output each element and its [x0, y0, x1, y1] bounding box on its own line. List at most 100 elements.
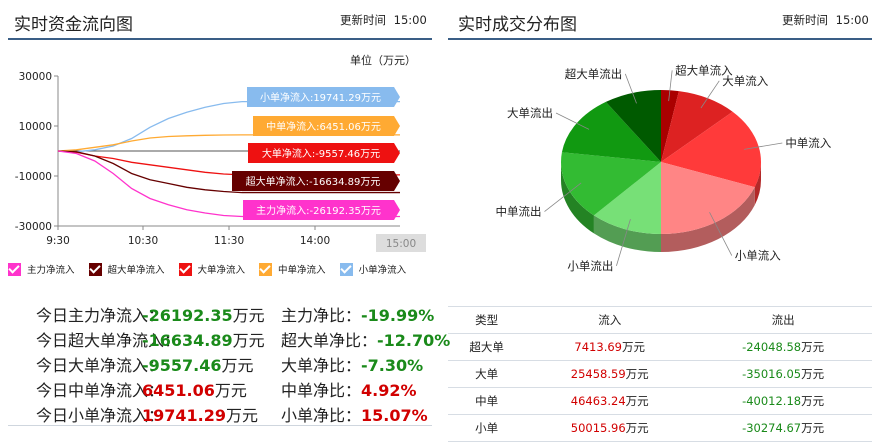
header-out: 流出	[694, 306, 872, 334]
pie-label: 小单流出	[567, 259, 613, 273]
pie-slice[interactable]	[661, 162, 755, 234]
pie-leader	[616, 218, 631, 266]
pie-label: 超大单流出	[565, 67, 623, 81]
legend-checkbox-icon[interactable]	[88, 262, 102, 276]
x-marker-box	[376, 234, 426, 252]
pie-slice[interactable]	[605, 90, 661, 162]
cell-unit: 万元	[621, 340, 645, 354]
pie-label: 中单流入	[785, 136, 831, 150]
series-flag-small	[247, 87, 400, 107]
pie-leader	[544, 182, 582, 212]
legend-label: 大单净流入	[197, 265, 246, 276]
series-flag-label-main: 主力净流入:-26192.35万元	[256, 204, 381, 217]
left-update-time: 更新时间 15:00	[340, 12, 427, 28]
x-tick-label: 14:00	[300, 235, 330, 247]
line-chart-legend: 主力净流入 超大单净流入 大单净流入 中单净流入 小单净流入	[8, 262, 420, 276]
right-title-rule	[448, 38, 872, 40]
cell-type: 中单	[448, 387, 526, 415]
pie-label: 超大单流入	[675, 63, 733, 77]
pie-slice[interactable]	[593, 162, 661, 234]
header-in: 流入	[525, 306, 695, 334]
series-line-main	[57, 150, 243, 218]
x-tick-label: 10:30	[128, 235, 158, 247]
table-header-row: 类型 流入 流出	[448, 306, 872, 334]
pie-leader	[668, 70, 673, 102]
legend-item-small[interactable]: 小单净流入	[339, 262, 407, 276]
left-bottom-rule	[8, 425, 432, 426]
legend-item-big[interactable]: 大单净流入	[178, 262, 246, 276]
pie-slice[interactable]	[661, 90, 679, 162]
cell-in: 25458.59万元	[525, 360, 695, 388]
pie-label: 中单流出	[496, 205, 542, 219]
stat-value: -9557.46	[142, 356, 222, 375]
legend-item-main[interactable]: 主力净流入	[8, 262, 75, 276]
cell-out-value: -24048.58	[742, 340, 802, 354]
cell-out: -24048.58万元	[694, 333, 872, 361]
legend-item-mid[interactable]: 中单净流入	[259, 262, 326, 276]
series-line-big	[57, 150, 243, 176]
cell-in: 46463.24万元	[525, 387, 695, 415]
stat-unit: 万元	[221, 356, 254, 375]
pie-leader	[555, 112, 590, 130]
header-type: 类型	[448, 306, 526, 334]
left-update-value: 15:00	[393, 13, 427, 27]
right-update-label: 更新时间	[782, 13, 828, 27]
x-marker-label: 15:00	[386, 238, 416, 250]
pie-leader	[744, 142, 783, 150]
x-tick-label: 11:30	[214, 235, 244, 247]
cell-in-value: 7413.69	[574, 340, 622, 354]
series-flag-mid	[253, 116, 400, 136]
stat-unit: 万元	[232, 306, 265, 325]
legend-label: 小单净流入	[358, 265, 407, 276]
legend-checkbox-icon[interactable]	[339, 262, 353, 276]
ratio-value: -12.70%	[377, 331, 451, 350]
stat-label: 今日主力净流入：	[36, 306, 165, 325]
cell-in: 50015.96万元	[525, 414, 695, 442]
legend-label: 主力净流入	[27, 265, 75, 276]
stat-value: 6451.06	[142, 381, 215, 400]
legend-checkbox-icon[interactable]	[8, 262, 21, 276]
pie-slice[interactable]	[561, 152, 661, 216]
stat-value: -26192.35	[142, 306, 233, 325]
cell-type: 超大单	[448, 333, 526, 361]
legend-checkbox-icon[interactable]	[178, 262, 192, 276]
cell-out-value: -30274.67	[742, 421, 802, 435]
stat-label: 今日大单净流入：	[36, 356, 165, 375]
pie-slice[interactable]	[661, 91, 733, 162]
y-tick-label: 30000	[19, 71, 52, 83]
ratio-value: 4.92%	[361, 381, 417, 400]
pie-label: 小单流入	[735, 249, 781, 263]
pie-label: 大单流入	[722, 74, 768, 88]
series-line-super	[57, 150, 243, 194]
stat-ratio-row: 中单净比：4.92%	[281, 377, 417, 400]
series-flag-super	[232, 171, 400, 191]
ratio-label: 主力净比：	[281, 306, 362, 325]
pie-slice[interactable]	[661, 111, 761, 188]
cell-unit: 万元	[625, 394, 649, 408]
legend-item-super[interactable]: 超大单净流入	[88, 262, 165, 276]
cell-in-value: 50015.96	[570, 421, 626, 435]
stat-row: 今日超大单净流入：-16634.89万元	[36, 327, 265, 350]
stat-value: 19741.29	[142, 406, 227, 425]
series-flag-label-super: 超大单净流入:-16634.89万元	[246, 175, 381, 188]
cell-type: 小单	[448, 414, 526, 442]
y-tick-label: -10000	[15, 171, 52, 183]
stat-ratio-row: 主力净比：-19.99%	[281, 302, 434, 325]
cell-unit: 万元	[801, 340, 825, 354]
series-flag-label-small: 小单净流入:19741.29万元	[260, 91, 381, 104]
legend-checkbox-icon[interactable]	[259, 262, 273, 276]
stat-row: 今日中单净流入：6451.06万元	[36, 377, 247, 400]
stat-label: 今日中单净流入：	[36, 381, 165, 400]
stat-unit: 万元	[232, 331, 265, 350]
stat-ratio-row: 小单净比：15.07%	[281, 402, 428, 425]
pie-side	[593, 215, 661, 252]
table-row: 超大单 7413.69万元 -24048.58万元	[448, 333, 872, 361]
y-tick-label: 10000	[19, 121, 52, 133]
pie-side	[661, 187, 755, 252]
pie-side	[754, 162, 761, 206]
pie-slice[interactable]	[561, 101, 661, 162]
ratio-label: 超大单净比：	[281, 331, 378, 350]
cell-type: 大单	[448, 360, 526, 388]
right-update-time: 更新时间 15:00	[782, 12, 869, 28]
